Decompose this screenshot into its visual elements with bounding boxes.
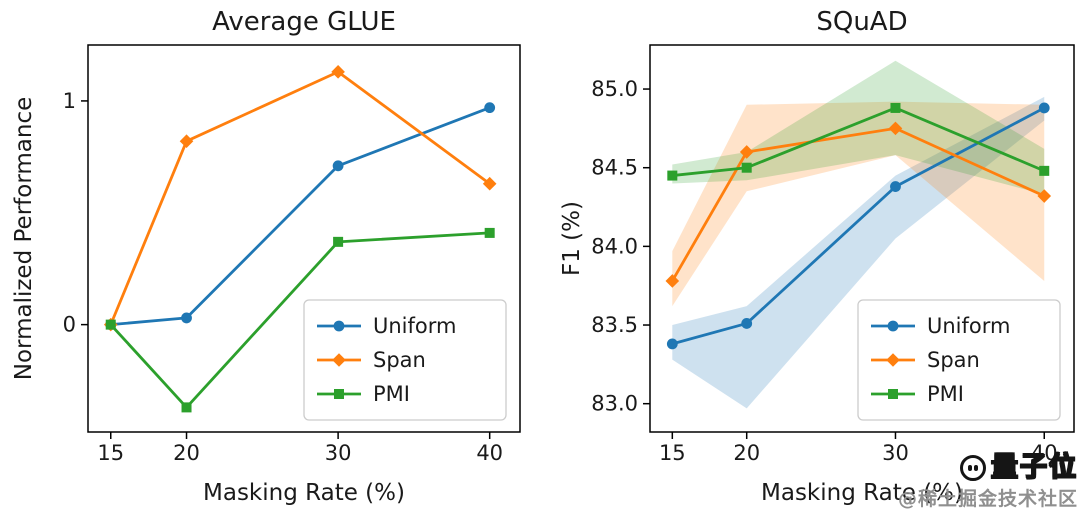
uniform-marker-30 bbox=[890, 181, 901, 192]
y-tick-label: 83.5 bbox=[591, 313, 638, 337]
span-marker-40 bbox=[1037, 189, 1052, 203]
pmi-marker-30 bbox=[890, 102, 901, 113]
y-tick-label: 0 bbox=[63, 313, 76, 337]
x-tick-label: 30 bbox=[882, 441, 909, 465]
pmi-marker-30 bbox=[333, 236, 344, 247]
x-tick-label: 20 bbox=[173, 441, 200, 465]
pmi-marker-40 bbox=[1039, 165, 1050, 176]
logo-eye-left bbox=[968, 465, 972, 472]
uniform-marker-40 bbox=[1038, 102, 1050, 114]
span-marker-40 bbox=[482, 176, 497, 191]
uniform-marker-20 bbox=[181, 312, 192, 324]
uniform-marker-40 bbox=[484, 102, 496, 114]
average-glue-panel: 15 20 30 40 0 1 Average GLUE Masking Rate (%) No… bbox=[11, 7, 521, 506]
legend-marker-span bbox=[332, 353, 346, 367]
uniform-line bbox=[670, 106, 1046, 346]
x-tick-label: 40 bbox=[1031, 441, 1058, 465]
legend-box bbox=[303, 299, 507, 421]
pmi-marker-15 bbox=[667, 170, 678, 181]
legend-marker-span bbox=[886, 353, 900, 367]
pmi-line bbox=[109, 231, 492, 409]
span-marker-30 bbox=[888, 121, 903, 136]
x-tick-label: 40 bbox=[476, 441, 503, 465]
pmi-error-band bbox=[672, 60, 1045, 195]
y-axis-label: F1 (%) bbox=[559, 201, 585, 276]
uniform-marker-15 bbox=[666, 338, 678, 350]
x-axis-label: Masking Rate (%) bbox=[203, 480, 405, 506]
y-axis-label: Normalized Performance bbox=[11, 97, 37, 381]
x-tick-label: 15 bbox=[97, 441, 124, 465]
legend-label-uniform: Uniform bbox=[927, 314, 1010, 338]
y-tick-label: 1 bbox=[63, 89, 76, 113]
chart-title: SQuAD bbox=[816, 7, 907, 37]
axes-frame bbox=[649, 44, 1075, 433]
uniform-marker-20 bbox=[741, 318, 753, 329]
pmi-marker-40 bbox=[484, 227, 495, 238]
x-tick-label: 15 bbox=[659, 441, 686, 465]
x-tick-label: 30 bbox=[325, 441, 352, 465]
span-line bbox=[109, 70, 492, 327]
uniform-error-band bbox=[672, 96, 1045, 409]
legend-label-span: Span bbox=[373, 348, 426, 372]
uniform-line bbox=[109, 106, 492, 327]
legend-marker-pmi bbox=[888, 389, 898, 399]
pmi-marker-20 bbox=[181, 402, 192, 413]
watermark-brand-row: 量子位 bbox=[898, 453, 1078, 483]
watermark-community-text: @稀土掘金技术社区 bbox=[897, 488, 1078, 510]
span-marker-20 bbox=[739, 145, 754, 159]
legend-marker-uniform bbox=[333, 320, 345, 332]
span-marker-30 bbox=[331, 65, 345, 79]
y-tick-label: 84.0 bbox=[591, 234, 638, 258]
watermark: 量子位 @稀土掘金技术社区 bbox=[898, 453, 1078, 511]
logo-eye-right bbox=[974, 465, 978, 472]
span-marker-15 bbox=[665, 274, 680, 288]
uniform-marker-30 bbox=[332, 160, 344, 172]
legend-marker-pmi bbox=[334, 389, 344, 399]
y-tick-label: 85.0 bbox=[591, 77, 638, 101]
legend-label-pmi: PMI bbox=[373, 382, 410, 406]
span-line bbox=[670, 126, 1046, 283]
qbitai-robot-logo-icon bbox=[960, 455, 986, 482]
pmi-line bbox=[670, 106, 1046, 177]
legend-label-uniform: Uniform bbox=[373, 314, 456, 338]
x-tick-label: 20 bbox=[733, 441, 760, 465]
squad-panel: 15 20 30 40 83.0 83.5 84.0 84.5 85.0 SQuAD Masking… bbox=[559, 7, 1075, 506]
watermark-brand-text: 量子位 bbox=[990, 452, 1078, 484]
pmi-marker-15 bbox=[105, 319, 116, 330]
legend-label-pmi: PMI bbox=[927, 382, 964, 406]
axes-frame bbox=[87, 44, 521, 433]
x-axis-label: Masking Rate (%) bbox=[761, 480, 963, 506]
y-tick-label: 84.5 bbox=[591, 156, 638, 180]
legend-box bbox=[857, 299, 1061, 421]
legend-marker-uniform bbox=[887, 320, 899, 332]
legend-label-span: Span bbox=[927, 348, 980, 372]
span-marker-20 bbox=[179, 134, 194, 148]
y-tick-label: 83.0 bbox=[591, 392, 638, 416]
chart-title: Average GLUE bbox=[212, 7, 396, 37]
pmi-marker-20 bbox=[741, 162, 752, 173]
